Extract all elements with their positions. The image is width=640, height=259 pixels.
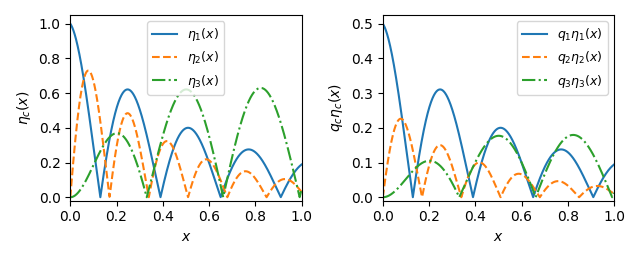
$\eta_1(x)$ (298, 163, 305, 166)
$q_1\eta_1(x)$ (485, 139, 493, 142)
$q_3\eta_3(x)$ (570, 133, 577, 136)
$q_2\eta_2(x)$ (379, 196, 387, 199)
$q_2\eta_2(x)$ (397, 117, 404, 120)
$\eta_1(x)$ (173, 139, 180, 142)
X-axis label: $x$: $x$ (180, 230, 191, 244)
$\eta_1(x)$ (67, 22, 74, 25)
Legend: $\eta_1(x)$, $\eta_2(x)$, $\eta_3(x)$: $\eta_1(x)$, $\eta_2(x)$, $\eta_3(x)$ (147, 21, 225, 95)
$q_3\eta_3(x)$ (485, 139, 493, 142)
Legend: $q_1\eta_1(x)$, $q_2\eta_2(x)$, $q_3\eta_3(x)$: $q_1\eta_1(x)$, $q_2\eta_2(x)$, $q_3\eta… (517, 21, 608, 95)
$\eta_2(x)$ (179, 176, 187, 179)
$\eta_2(x)$ (173, 155, 180, 158)
$q_3\eta_3(x)$ (391, 190, 399, 193)
$\eta_3(x)$ (173, 97, 180, 100)
$q_1\eta_1(x)$ (391, 67, 399, 70)
$q_2\eta_2(x)$ (610, 192, 618, 196)
$\eta_1(x)$ (179, 129, 187, 132)
$\eta_1(x)$ (97, 196, 104, 199)
$q_2\eta_2(x)$ (492, 184, 499, 187)
$\eta_2(x)$ (248, 174, 256, 177)
$\eta_3(x)$ (67, 196, 74, 199)
$\eta_1(x)$ (248, 149, 256, 152)
$q_1\eta_1(x)$ (492, 129, 499, 132)
$\eta_2(x)$ (67, 196, 74, 199)
$q_1\eta_1(x)$ (379, 22, 387, 25)
$q_3\eta_3(x)$ (379, 196, 387, 199)
$\eta_3(x)$ (257, 86, 264, 89)
$q_2\eta_2(x)$ (485, 171, 493, 174)
Line: $q_1\eta_1(x)$: $q_1\eta_1(x)$ (383, 24, 614, 197)
$\eta_3(x)$ (78, 186, 86, 189)
$q_3\eta_3(x)$ (492, 135, 499, 138)
$\eta_1(x)$ (78, 67, 86, 70)
Line: $\eta_2(x)$: $\eta_2(x)$ (70, 70, 301, 197)
$q_2\eta_2(x)$ (604, 188, 611, 191)
Line: $q_2\eta_2(x)$: $q_2\eta_2(x)$ (383, 119, 614, 197)
Line: $q_3\eta_3(x)$: $q_3\eta_3(x)$ (383, 135, 614, 197)
$\eta_3(x)$ (179, 89, 186, 92)
$q_2\eta_2(x)$ (604, 188, 611, 191)
Y-axis label: $\eta_c(x)$: $\eta_c(x)$ (15, 91, 33, 125)
$\eta_3(x)$ (291, 176, 299, 179)
$q_1\eta_1(x)$ (610, 163, 618, 166)
$\eta_2(x)$ (84, 69, 92, 72)
Line: $\eta_1(x)$: $\eta_1(x)$ (70, 24, 301, 197)
$\eta_3(x)$ (298, 188, 305, 191)
X-axis label: $x$: $x$ (493, 230, 504, 244)
$\eta_1(x)$ (291, 170, 299, 173)
$q_3\eta_3(x)$ (604, 184, 611, 187)
$q_1\eta_1(x)$ (561, 149, 569, 152)
$\eta_2(x)$ (291, 183, 299, 186)
$\eta_2(x)$ (291, 183, 299, 186)
$q_3\eta_3(x)$ (604, 184, 611, 187)
$q_1\eta_1(x)$ (409, 196, 417, 199)
$q_2\eta_2(x)$ (561, 182, 569, 185)
$\eta_3(x)$ (291, 175, 299, 178)
Line: $\eta_3(x)$: $\eta_3(x)$ (70, 88, 301, 197)
$\eta_2(x)$ (298, 190, 305, 193)
$q_3\eta_3(x)$ (610, 191, 618, 195)
$\eta_2(x)$ (78, 85, 86, 88)
$\eta_1(x)$ (291, 170, 299, 173)
$\eta_3(x)$ (248, 93, 256, 96)
$q_2\eta_2(x)$ (391, 127, 399, 130)
$q_1\eta_1(x)$ (604, 170, 611, 173)
Y-axis label: $q_c\eta_c(x)$: $q_c\eta_c(x)$ (328, 83, 346, 132)
$q_3\eta_3(x)$ (561, 137, 569, 140)
$q_1\eta_1(x)$ (604, 170, 611, 173)
